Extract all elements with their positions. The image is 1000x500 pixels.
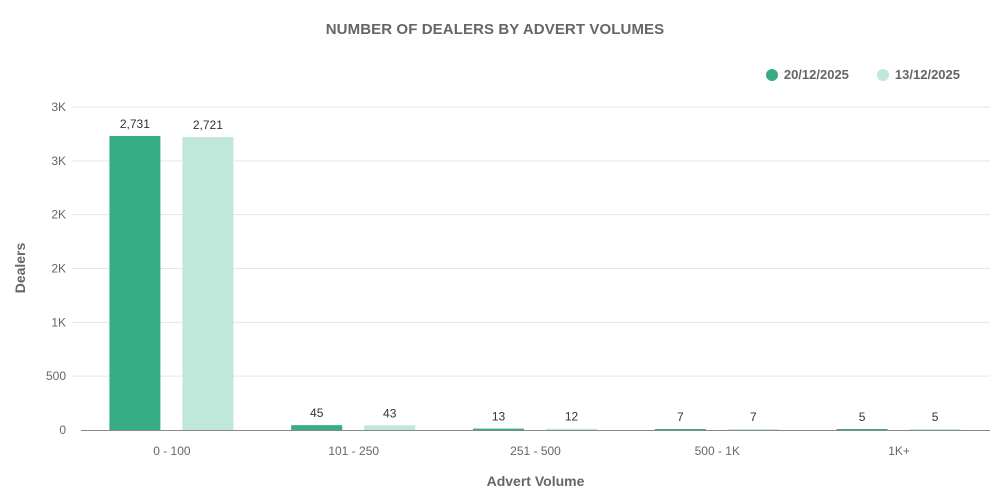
legend-dot-icon [765, 68, 778, 81]
legend-label: 20/12/2025 [783, 67, 849, 82]
data-label: 7 [750, 410, 757, 424]
data-label: 2,731 [120, 117, 150, 131]
y-tick-label: 3K [51, 154, 66, 168]
chart-title: NUMBER OF DEALERS BY ADVERT VOLUMES [325, 21, 665, 38]
data-label: 43 [383, 406, 397, 420]
bar[interactable] [109, 135, 161, 430]
y-tick-label: 500 [46, 369, 66, 383]
data-label: 7 [677, 410, 684, 424]
y-tick-label: 0 [59, 423, 66, 437]
bar[interactable] [364, 425, 416, 430]
bar[interactable] [182, 137, 234, 430]
x-tick-label: 0 - 100 [153, 444, 191, 458]
data-label: 5 [932, 410, 939, 424]
legend-item-series-1[interactable]: 13/12/2025 [876, 67, 960, 82]
data-label: 5 [859, 410, 866, 424]
x-tick-label: 101 - 250 [328, 444, 379, 458]
bar[interactable] [291, 425, 343, 430]
x-axis-label: Advert Volume [486, 473, 585, 489]
legend: 20/12/2025 13/12/2025 [765, 67, 960, 82]
bar[interactable] [546, 428, 597, 430]
y-tick-label: 1K [51, 315, 66, 329]
y-tick-label: 3K [51, 100, 66, 114]
legend-dot-icon [876, 68, 889, 81]
bar[interactable] [654, 429, 706, 430]
y-tick-label: 2K [51, 262, 66, 276]
bar[interactable] [836, 429, 888, 430]
data-label: 13 [492, 410, 506, 424]
legend-label: 13/12/2025 [894, 67, 960, 82]
bar[interactable] [727, 429, 779, 430]
data-label: 12 [565, 410, 579, 424]
y-tick-label: 2K [51, 208, 66, 222]
x-tick-label: 500 - 1K [695, 444, 740, 458]
x-tick-label: 1K+ [888, 444, 910, 458]
bar[interactable] [909, 429, 961, 430]
legend-item-series-0[interactable]: 20/12/2025 [765, 67, 849, 82]
data-label: 2,721 [193, 118, 223, 132]
bar[interactable] [473, 428, 524, 430]
x-tick-label: 251 - 500 [510, 444, 561, 458]
data-label: 45 [310, 406, 324, 420]
